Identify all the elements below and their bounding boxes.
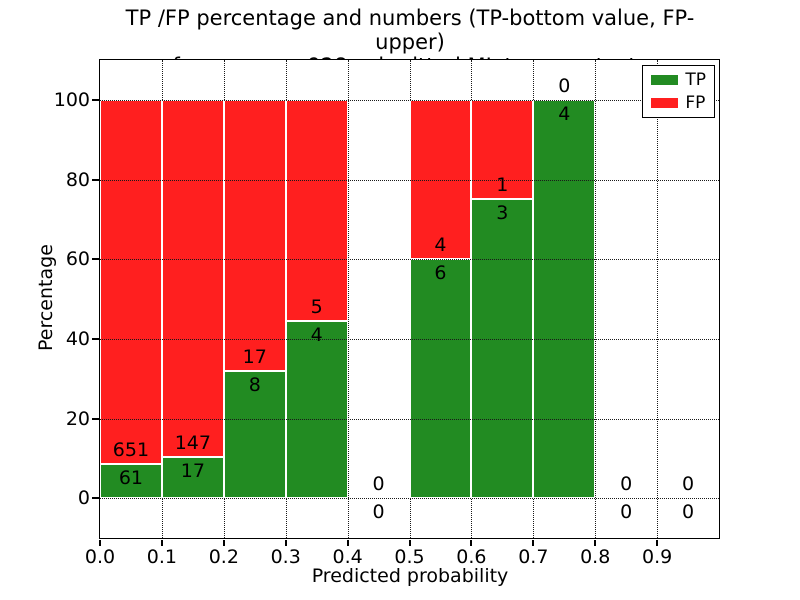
annotation-fp-0: 651	[112, 439, 150, 462]
x-tick-label-0.7: 0.7	[518, 546, 549, 568]
annotation-tp-0.5: 6	[434, 262, 447, 285]
y-tick-mark-40	[92, 337, 99, 340]
bar-fp-0.3	[285, 99, 348, 322]
y-tick-label-100: 100	[53, 88, 90, 111]
legend-swatch-fp-icon	[651, 98, 679, 108]
gridline-vertical-0.8	[595, 60, 597, 538]
y-tick-mark-80	[92, 178, 99, 181]
x-tick-label-0.9: 0.9	[641, 546, 673, 568]
bar-fp-0.1	[161, 99, 224, 457]
x-tick-label-0.2: 0.2	[208, 546, 239, 568]
x-tick-label-0.1: 0.1	[146, 546, 177, 568]
legend-entry-fp: FP	[651, 94, 706, 112]
x-tick-mark-0.8	[594, 540, 597, 546]
y-tick-label-80: 80	[65, 168, 90, 191]
y-tick-label-20: 20	[65, 407, 90, 430]
bar-fp-0.2	[223, 99, 286, 371]
y-tick-label-40: 40	[65, 327, 90, 350]
x-tick-label-0.6: 0.6	[456, 546, 487, 568]
bar-tp-0.6	[471, 199, 534, 499]
gridline-vertical-0.4	[347, 60, 349, 538]
annotation-tp-0: 61	[118, 467, 144, 490]
y-tick-mark-0	[92, 497, 99, 500]
bar-tp-0.2	[223, 370, 286, 499]
y-tick-mark-20	[92, 417, 99, 420]
x-tick-mark-0.6	[470, 540, 473, 546]
x-tick-label-0.5: 0.5	[394, 546, 425, 568]
annotation-fp-0.8: 0	[620, 473, 633, 496]
x-tick-mark-0.1	[160, 540, 163, 546]
annotation-fp-0.4: 0	[372, 473, 385, 496]
x-tick-label-0.4: 0.4	[332, 546, 363, 568]
gridline-horizontal-0	[100, 498, 719, 500]
legend-label-fp: FP	[685, 93, 706, 113]
bar-tp-0.1	[161, 456, 224, 499]
annotation-tp-0.6: 3	[496, 202, 509, 225]
gridline-horizontal-60	[100, 259, 719, 261]
gridline-vertical-0.9	[657, 60, 659, 538]
legend: TP FP	[642, 65, 715, 118]
annotation-fp-0.6: 1	[496, 174, 509, 197]
annotation-fp-0.2: 17	[242, 345, 267, 368]
x-tick-mark-0	[99, 540, 101, 546]
bar-tp-0.3	[285, 321, 348, 499]
y-tick-label-60: 60	[65, 248, 90, 271]
x-tick-label-0.3: 0.3	[270, 546, 301, 568]
annotation-tp-0.1: 17	[180, 459, 205, 482]
x-tick-mark-0.3	[284, 540, 287, 546]
bar-tp-0	[100, 464, 162, 499]
x-axis-label: Predicted probability	[311, 565, 509, 587]
annotation-fp-0.3: 5	[310, 296, 323, 319]
x-tick-mark-0.2	[222, 540, 225, 546]
x-tick-mark-0.7	[532, 540, 535, 546]
y-tick-label-0: 0	[77, 487, 90, 510]
bar-tp-0.7	[533, 99, 596, 499]
bar-fp-0	[100, 99, 162, 465]
y-tick-mark-60	[92, 258, 99, 261]
gridline-horizontal-40	[100, 338, 719, 340]
x-tick-mark-0.5	[408, 540, 411, 546]
bar-fp-0.6	[471, 99, 534, 200]
y-tick-mark-100	[92, 98, 99, 101]
annotation-tp-0.7: 4	[558, 102, 571, 125]
annotation-tp-0.2: 8	[248, 373, 261, 396]
annotation-tp-0.4: 0	[372, 501, 385, 524]
x-tick-label-0.8: 0.8	[580, 546, 611, 568]
annotation-fp-0.5: 4	[434, 234, 447, 257]
annotation-tp-0.3: 4	[310, 324, 323, 347]
plot-area: TP FP 61 651 17 147 8 17 4 5 0 0 6 4 3 1 4 0 0 0 0 0	[99, 59, 720, 539]
annotation-tp-0.9: 0	[682, 501, 695, 524]
annotation-tp-0.8: 0	[620, 501, 633, 524]
y-axis-label: Percentage	[35, 244, 57, 352]
x-tick-mark-0.9	[656, 540, 659, 546]
annotation-fp-0.1: 147	[174, 431, 211, 454]
legend-entry-tp: TP	[651, 71, 706, 89]
gridline-horizontal-20	[100, 418, 719, 420]
chart-title-line1: TP /FP percentage and numbers (TP-bottom…	[125, 6, 695, 54]
bar-tp-0.5	[409, 259, 472, 499]
gridline-horizontal-100	[100, 99, 719, 101]
gridline-horizontal-80	[100, 179, 719, 181]
annotation-fp-0.7: 0	[558, 74, 571, 97]
legend-label-tp: TP	[685, 70, 706, 90]
x-tick-label-0: 0.0	[84, 546, 116, 568]
x-tick-mark-0.4	[346, 540, 349, 546]
annotation-fp-0.9: 0	[682, 473, 695, 496]
legend-swatch-tp-icon	[651, 75, 679, 85]
bar-fp-0.5	[409, 99, 472, 260]
